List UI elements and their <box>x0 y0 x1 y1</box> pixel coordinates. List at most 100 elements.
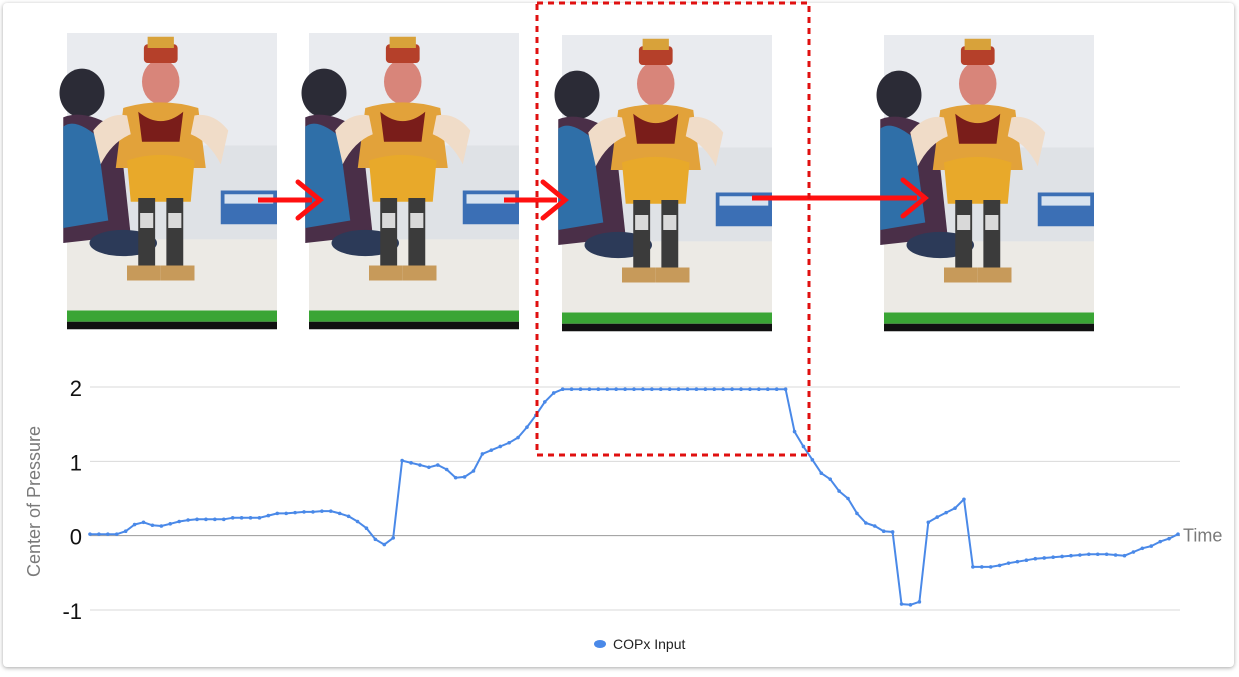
data-point <box>596 387 601 392</box>
copx-chart: 2 1 0 -1 Center of Pressure Time COPx Input <box>24 376 1222 652</box>
y-tick-label: -1 <box>62 599 82 624</box>
data-point <box>685 387 690 392</box>
data-point <box>810 458 815 462</box>
data-point <box>444 467 449 472</box>
data-point <box>1033 556 1038 561</box>
data-point <box>462 475 467 479</box>
data-point <box>1140 546 1145 551</box>
data-point <box>266 513 271 518</box>
transition-arrow-3 <box>752 177 929 219</box>
data-point <box>1158 539 1162 544</box>
data-point <box>114 532 119 536</box>
data-point <box>480 452 485 456</box>
data-point <box>141 520 146 525</box>
data-point <box>1042 556 1047 560</box>
data-point <box>676 387 681 392</box>
data-point <box>1149 544 1154 548</box>
data-point <box>748 387 752 392</box>
robot-photo-1-image <box>59 33 277 330</box>
arrow-head <box>295 179 324 221</box>
data-point <box>1176 532 1180 536</box>
data-point <box>1078 553 1082 557</box>
data-point <box>1051 555 1055 560</box>
data-point <box>1087 552 1091 557</box>
data-point <box>123 529 128 534</box>
robot-photo-2-image <box>301 33 519 330</box>
data-point <box>132 522 137 527</box>
data-point <box>864 521 868 525</box>
data-point <box>168 521 173 526</box>
y-tick-label: 0 <box>70 525 82 550</box>
data-point <box>569 387 574 392</box>
data-point <box>1069 553 1073 558</box>
data-point <box>587 387 592 392</box>
data-point <box>275 511 280 516</box>
data-point <box>1024 558 1029 562</box>
data-point <box>346 514 351 519</box>
legend: COPx Input <box>594 636 685 652</box>
data-point <box>409 461 413 465</box>
data-point <box>427 465 431 470</box>
robot-photo-1 <box>59 33 277 330</box>
data-point <box>1006 561 1011 565</box>
data-point <box>926 520 931 525</box>
data-point <box>248 516 253 520</box>
data-point <box>712 387 717 392</box>
data-point <box>962 497 966 502</box>
data-point <box>614 387 618 392</box>
data-point <box>1113 553 1118 557</box>
data-point <box>337 511 342 516</box>
data-point <box>801 444 806 449</box>
data-point <box>302 510 306 514</box>
data-point <box>846 496 850 501</box>
data-point <box>436 463 440 467</box>
data-point <box>418 463 422 467</box>
data-point <box>507 440 511 445</box>
data-point <box>311 510 315 514</box>
data-point <box>881 529 886 534</box>
data-point <box>765 387 770 392</box>
robot-photo-2 <box>301 33 519 330</box>
data-point <box>988 565 993 569</box>
highlight-box <box>535 1 811 457</box>
data-point <box>391 536 396 540</box>
data-point <box>783 387 788 392</box>
data-point <box>721 387 725 392</box>
data-point <box>257 516 262 520</box>
data-point <box>650 387 654 392</box>
data-point <box>757 387 761 392</box>
data-point <box>88 532 92 536</box>
data-point <box>471 469 476 473</box>
data-point <box>605 387 610 392</box>
data-point <box>150 523 155 528</box>
data-point <box>320 509 324 513</box>
data-point <box>899 602 904 606</box>
legend-label: COPx Input <box>613 636 685 652</box>
data-point <box>551 391 556 395</box>
data-point <box>328 509 333 513</box>
data-point <box>908 602 913 607</box>
data-point <box>373 537 378 542</box>
data-point <box>828 477 832 481</box>
data-point <box>730 387 734 392</box>
data-point <box>106 532 110 536</box>
photo-strip <box>59 33 1094 332</box>
transition-arrow-2 <box>504 179 569 221</box>
data-point <box>792 429 797 434</box>
data-point <box>1060 554 1064 559</box>
data-point <box>382 542 387 547</box>
data-point <box>872 524 877 528</box>
data-point <box>855 511 859 516</box>
data-point <box>230 516 235 520</box>
data-point <box>293 510 297 515</box>
data-point <box>1015 559 1020 564</box>
data-point <box>1104 552 1109 557</box>
data-point <box>453 475 458 480</box>
data-point <box>819 471 824 476</box>
data-point <box>239 516 244 520</box>
y-tick-label: 1 <box>70 450 82 475</box>
data-point <box>667 387 672 392</box>
data-point <box>971 565 975 569</box>
data-point <box>1131 550 1136 554</box>
